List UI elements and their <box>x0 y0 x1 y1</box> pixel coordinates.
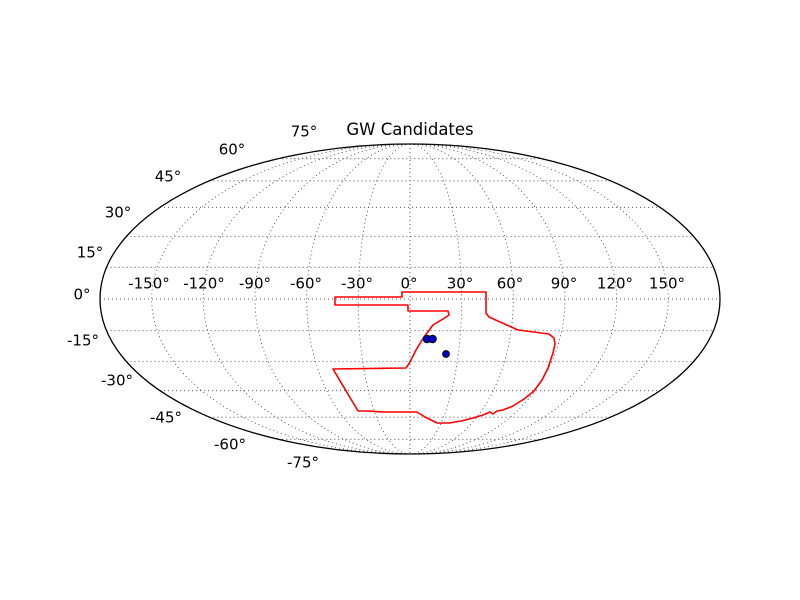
meridian-line-30 <box>409 143 463 455</box>
meridian-line--30 <box>357 143 411 455</box>
meridian-line-60 <box>409 143 514 455</box>
localization-contour <box>332 291 556 424</box>
candidate-marker-1 <box>428 334 437 344</box>
meridian-line--60 <box>306 143 411 455</box>
map-outline-ellipse <box>99 143 721 455</box>
meridian-line--120 <box>202 143 411 455</box>
meridian-line-120 <box>409 143 618 455</box>
candidate-marker-2 <box>442 350 450 358</box>
meridian-line--90 <box>254 143 411 455</box>
meridian-line-90 <box>409 143 566 455</box>
